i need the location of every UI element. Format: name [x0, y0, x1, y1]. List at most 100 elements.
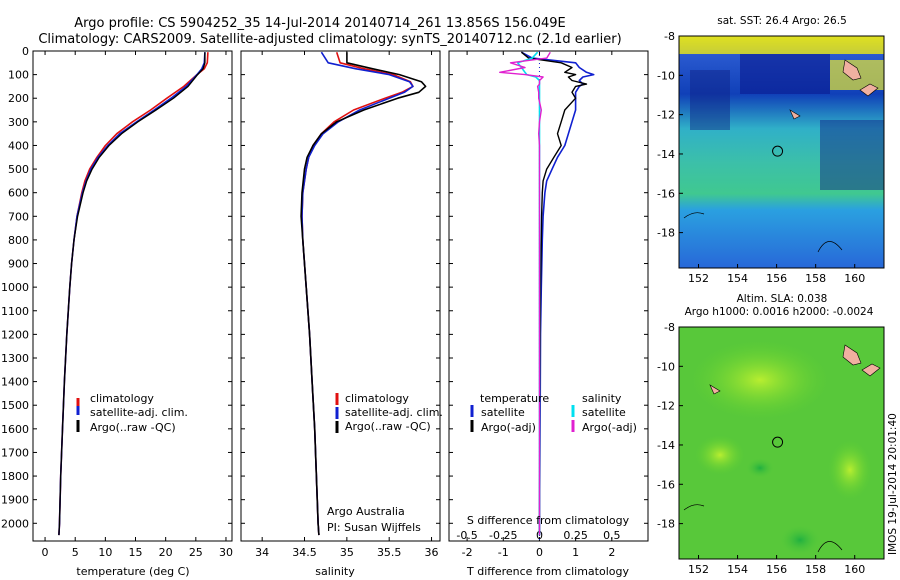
y-tick-label: 800	[8, 234, 29, 247]
map-x-tick-label: 152	[688, 563, 709, 576]
sal-legend-sat-label: satellite-adj. clim.	[345, 406, 443, 419]
sla-map-ticks: 152 154 156 158 160 -8 -10 -12 -14 -16 -18	[657, 321, 865, 576]
y-tick-label: 1600	[1, 423, 29, 436]
y-tick-label: 0	[22, 45, 29, 58]
sst-argo-marker	[772, 145, 784, 157]
sla-argo-marker	[772, 436, 784, 448]
map-y-tick-label: -16	[657, 478, 675, 491]
x-tick-label: 30	[219, 546, 233, 559]
credit-line-2: PI: Susan Wijffels	[327, 521, 421, 534]
x2-tick-label: -0.5	[456, 529, 477, 542]
x-tick-label: 34.5	[292, 546, 317, 559]
y-tick-label: 1200	[1, 328, 29, 341]
x-tick-label: 1	[572, 546, 579, 559]
island-shape	[842, 344, 862, 366]
y-tick-label: 1800	[1, 470, 29, 483]
map-x-tick-label: 156	[766, 563, 787, 576]
x-tick-label: 5	[72, 546, 79, 559]
map-y-tick-label: -14	[657, 439, 675, 452]
series-line-satellite-adj-clim-	[301, 51, 414, 536]
x2-tick-label: 0.25	[563, 529, 588, 542]
x2-tick-label: 0.5	[603, 529, 621, 542]
map-y-tick-label: -18	[657, 227, 675, 240]
salinity-axes	[240, 50, 441, 542]
island-shape	[859, 83, 879, 97]
y-tick-label: 100	[8, 69, 29, 82]
series-line-argo-raw-qc-	[58, 52, 206, 536]
series-line-s-argo-adj-	[499, 51, 551, 536]
island-shape	[861, 363, 881, 377]
map-y-tick-label: -14	[657, 148, 675, 161]
sst-map-title: sat. SST: 26.4 Argo: 26.5	[717, 15, 847, 27]
diff-legend-t-head: temperature	[480, 392, 549, 405]
map-y-tick-label: -8	[664, 321, 675, 334]
imos-stamp: IMOS 19-Jul-2014 20:01:40	[887, 413, 899, 555]
map-x-tick-label: 154	[727, 272, 748, 285]
map-x-tick-label: 158	[805, 563, 826, 576]
x-tick-label: 25	[189, 546, 203, 559]
y-tick-label: 300	[8, 116, 29, 129]
credit-line-1: Argo Australia	[327, 505, 405, 518]
sla-map-subtitle: Argo h1000: 0.0016 h2000: -0.0024	[685, 306, 874, 318]
map-x-tick-label: 158	[805, 272, 826, 285]
x-tick-label: 20	[159, 546, 173, 559]
legend-argo-label: Argo(..raw -QC)	[90, 421, 176, 434]
map-y-tick-label: -10	[657, 69, 675, 82]
y-tick-label: 1100	[1, 305, 29, 318]
diff-legend-s-head: salinity	[582, 392, 622, 405]
salinity-plot: 34 34.5 35 35.5 36	[241, 50, 440, 559]
temperature-axes	[32, 50, 233, 542]
y-tick-label: 1000	[1, 281, 29, 294]
title-line-2: Climatology: CARS2009. Satellite-adjuste…	[38, 32, 621, 47]
x-tick-label: 15	[129, 546, 143, 559]
y-tick-label: 200	[8, 92, 29, 105]
sla-map-frame	[678, 326, 885, 560]
legend-clim-label: climatology	[90, 392, 154, 405]
map-y-tick-label: -12	[657, 109, 675, 122]
map-x-tick-label: 156	[766, 272, 787, 285]
series-line-satellite-adj-clim-	[58, 52, 206, 536]
y-tick-label: 500	[8, 163, 29, 176]
sst-map-ticks: 152 154 156 158 160 -8 -10 -12 -14 -16 -18	[657, 30, 865, 285]
y-tick-label: 1400	[1, 376, 29, 389]
series-line-climatology	[301, 51, 414, 536]
difference-axes	[448, 50, 649, 542]
series-line-t-satellite	[521, 51, 595, 536]
difference-xlabel: T difference from climatology	[466, 565, 629, 578]
sal-legend-argo-label: Argo(..raw -QC)	[345, 420, 431, 433]
island-shape	[789, 109, 801, 120]
y-tick-label: 600	[8, 187, 29, 200]
x-tick-label: 0	[536, 546, 543, 559]
diff-legend-targo-label: Argo(-adj)	[481, 421, 536, 434]
difference-xlabel2: S difference from climatology	[467, 514, 630, 527]
map-x-tick-label: 160	[844, 563, 865, 576]
map-x-tick-label: 152	[688, 272, 709, 285]
temperature-legend: climatology satellite-adj. clim. Argo(..…	[76, 392, 188, 434]
salinity-legend: climatology satellite-adj. clim. Argo(..…	[335, 392, 443, 433]
map-y-tick-label: -16	[657, 187, 675, 200]
title-line-1: Argo profile: CS 5904252_35 14-Jul-2014 …	[74, 16, 565, 31]
x-tick-label: -2	[462, 546, 473, 559]
x-tick-label: 34	[255, 546, 269, 559]
sst-map-image	[679, 36, 884, 268]
diff-legend-sargo-label: Argo(-adj)	[582, 421, 637, 434]
temperature-plot: 0 5 10 15 20 25 300100200300400500600700800900…	[1, 45, 233, 559]
sal-legend-clim-label: climatology	[345, 392, 409, 405]
x-tick-label: 0	[42, 546, 49, 559]
y-tick-label: 900	[8, 258, 29, 271]
island-shape	[709, 384, 721, 395]
sst-map-frame	[678, 35, 885, 269]
y-tick-label: 2000	[1, 517, 29, 530]
x-tick-label: 2	[608, 546, 615, 559]
island-shape	[842, 59, 862, 81]
x-tick-label: 35	[340, 546, 354, 559]
y-tick-label: 700	[8, 210, 29, 223]
diff-legend-ssat-label: satellite	[582, 406, 626, 419]
x-tick-label: -1	[498, 546, 509, 559]
x-tick-label: 35.5	[377, 546, 402, 559]
y-tick-label: 400	[8, 139, 29, 152]
map-x-tick-label: 160	[844, 272, 865, 285]
series-line-argo-raw-qc-	[300, 52, 427, 536]
legend-sat-label: satellite-adj. clim.	[90, 406, 188, 419]
